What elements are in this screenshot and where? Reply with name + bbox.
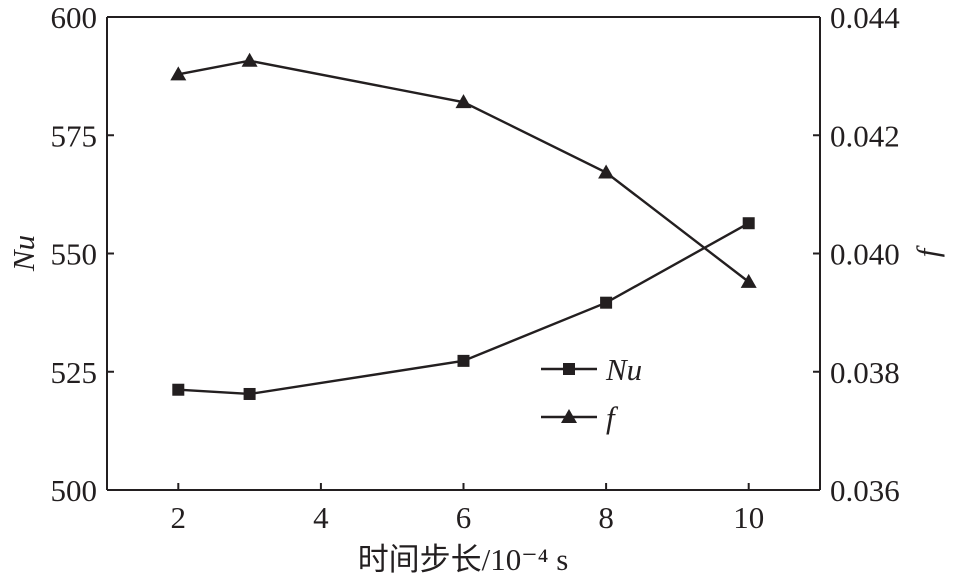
- left-y-tick-label: 500: [51, 473, 98, 508]
- left-y-tick-label: 575: [51, 118, 98, 153]
- right-y-tick-label: 0.042: [830, 118, 900, 153]
- data-point-nu: [243, 387, 256, 400]
- data-point-f: [740, 273, 757, 288]
- left-y-tick-label: 525: [51, 355, 98, 390]
- data-point-nu: [172, 383, 185, 396]
- data-point-f: [455, 94, 472, 109]
- legend-marker-nu: [563, 363, 575, 375]
- data-point-f: [170, 66, 187, 81]
- right-y-axis-ticks: 0.036 0.038 0.040 0.042 0.044: [813, 0, 900, 508]
- left-y-tick-label: 600: [51, 0, 98, 35]
- legend: Nu f: [541, 352, 642, 435]
- left-y-axis-title: Nu: [6, 235, 41, 272]
- x-tick-label: 10: [733, 500, 764, 535]
- right-y-tick-label: 0.036: [830, 473, 900, 508]
- data-point-nu: [742, 217, 755, 230]
- data-point-nu: [600, 296, 613, 309]
- data-point-f: [598, 164, 615, 179]
- series-layer: [170, 52, 757, 400]
- left-y-axis-ticks: 500 525 550 575 600: [51, 0, 114, 508]
- right-y-axis-title: f: [910, 244, 945, 257]
- series-line-nu: [178, 222, 750, 396]
- x-tick-label: 6: [456, 500, 472, 535]
- x-tick-label: 8: [598, 500, 614, 535]
- x-axis-ticks: 2 4 6 8 10: [171, 483, 764, 535]
- data-point-nu: [457, 354, 470, 367]
- right-y-tick-label: 0.044: [830, 0, 900, 35]
- legend-label-nu: Nu: [605, 352, 642, 387]
- right-y-tick-label: 0.040: [830, 237, 900, 272]
- data-point-f: [241, 52, 258, 67]
- legend-marker-f: [561, 409, 577, 423]
- series-line-f: [178, 59, 750, 283]
- x-axis-title: 时间步长/10⁻⁴ s: [358, 542, 569, 577]
- left-y-tick-label: 550: [51, 237, 98, 272]
- right-y-tick-label: 0.038: [830, 355, 900, 390]
- legend-label-f: f: [606, 400, 619, 435]
- x-tick-label: 4: [313, 500, 329, 535]
- x-tick-label: 2: [171, 500, 187, 535]
